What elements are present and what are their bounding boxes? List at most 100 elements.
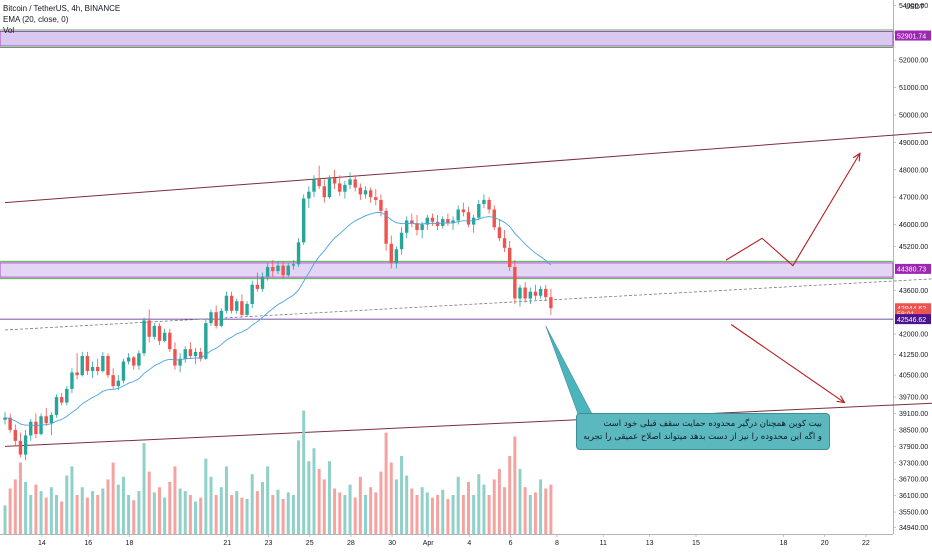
candle-body xyxy=(229,295,234,311)
candle-body xyxy=(399,232,404,250)
candle-body xyxy=(204,323,208,359)
volume-bar xyxy=(477,474,481,534)
volume-bar xyxy=(163,497,167,534)
volume-bar xyxy=(158,487,161,534)
volume-bar xyxy=(168,482,172,534)
volume-bar xyxy=(374,492,378,534)
volume-bar xyxy=(91,491,95,534)
candle-body xyxy=(415,223,419,231)
candle-body xyxy=(477,204,481,218)
candle-body xyxy=(405,220,409,233)
candle-body xyxy=(8,417,12,430)
time-tick-label: 28 xyxy=(347,540,355,547)
volume-bar xyxy=(255,491,259,534)
candle-body xyxy=(193,351,198,356)
volume-bar xyxy=(394,479,398,534)
volume-bar xyxy=(400,456,404,534)
price-tick-label: 34940.00 xyxy=(899,525,928,532)
note-line-1: بیت کوین همچنان درگیر محدوده حمایت سقف ق… xyxy=(603,419,822,429)
candle-body xyxy=(461,209,466,213)
volume-bar xyxy=(240,497,244,534)
candle-body xyxy=(276,265,280,272)
volume-bar xyxy=(49,487,53,534)
candle-body xyxy=(430,217,435,222)
volume-bar xyxy=(224,466,228,534)
volume-bar xyxy=(147,471,151,534)
volume-bar xyxy=(379,471,383,534)
volume-bar xyxy=(29,495,33,534)
candle-body xyxy=(338,183,342,192)
time-tick-label: 4 xyxy=(467,540,471,547)
volume-bar xyxy=(338,492,342,534)
candle-body xyxy=(23,435,28,455)
volume-bar xyxy=(430,497,434,534)
volume-bar xyxy=(34,484,38,534)
volume-bar xyxy=(219,487,223,534)
price-tick-label: 46000.00 xyxy=(899,222,928,229)
volume-bar xyxy=(121,476,125,534)
candle-body xyxy=(302,198,306,243)
candle-body xyxy=(492,209,496,228)
candle-body xyxy=(34,421,38,435)
dashed-trend-line xyxy=(4,278,932,331)
volume-bar xyxy=(214,495,218,534)
volume-bar xyxy=(60,501,64,534)
volume-bar xyxy=(482,484,486,534)
volume-bar xyxy=(178,488,182,534)
volume-bar xyxy=(281,498,285,534)
candle-body xyxy=(497,227,502,239)
ema-line xyxy=(4,211,552,427)
price-axis-unit: USDT xyxy=(905,4,925,11)
candle-body xyxy=(271,267,275,272)
candle-body xyxy=(132,357,136,366)
candle-body xyxy=(59,397,64,403)
time-tick-label: 6 xyxy=(509,540,513,547)
candle-body xyxy=(199,351,203,359)
candle-body xyxy=(389,243,393,263)
price-tick-label: 42000.00 xyxy=(899,332,928,339)
price-tick-label: 35500.00 xyxy=(899,510,928,517)
volume-bar xyxy=(307,461,311,534)
time-tick-label: 21 xyxy=(223,540,231,547)
volume-bar xyxy=(75,495,79,534)
volume-bar xyxy=(142,443,146,534)
legend-symbol: Bitcoin / TetherUS, 4h, BINANCE xyxy=(3,4,121,13)
volume-bar xyxy=(456,476,460,534)
price-badge-label: 52901.74 xyxy=(897,33,926,40)
volume-bar xyxy=(317,469,321,534)
candle-body xyxy=(518,287,522,299)
volume-bar xyxy=(230,495,234,534)
candle-body xyxy=(358,187,363,195)
price-tick-label: 50000.00 xyxy=(899,113,928,120)
volume-bar xyxy=(539,479,543,534)
volume-bar xyxy=(436,495,440,534)
legend-volume: Vol xyxy=(3,26,15,35)
candle-body xyxy=(214,312,218,326)
volume-bar xyxy=(250,474,254,534)
volume-bar xyxy=(96,495,100,534)
candle-body xyxy=(260,276,265,289)
candle-body xyxy=(332,178,337,184)
price-tick-label: 36700.00 xyxy=(899,477,928,484)
candle-body xyxy=(451,220,455,224)
volume-bar xyxy=(8,488,12,534)
bearish-arrow-head xyxy=(836,395,846,404)
candle-body xyxy=(147,320,151,337)
volume-bar xyxy=(327,461,331,534)
candle-body xyxy=(168,332,172,350)
volume-bar xyxy=(261,482,264,534)
candle-body xyxy=(466,212,471,225)
volume-bar xyxy=(65,475,69,534)
candle-body xyxy=(296,242,301,265)
candle-body xyxy=(116,380,120,387)
candle-body xyxy=(80,356,84,376)
volume-bar xyxy=(127,495,131,534)
price-badge xyxy=(895,303,931,314)
volume-bar xyxy=(188,495,192,534)
time-tick-label: 20 xyxy=(821,540,829,547)
analysis-note[interactable]: بیت کوین همچنان درگیر محدوده حمایت سقف ق… xyxy=(576,413,830,450)
time-tick-label: 14 xyxy=(38,540,46,547)
time-tick-label: 11 xyxy=(600,540,607,547)
